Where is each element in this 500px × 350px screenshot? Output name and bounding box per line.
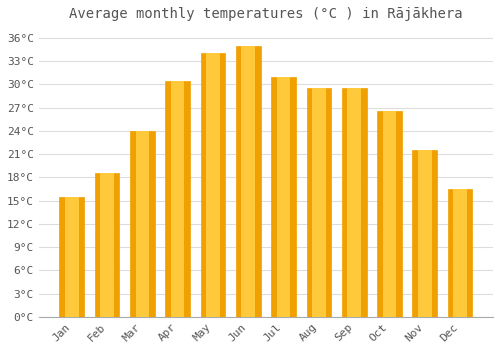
Bar (206, 54, 220, 317)
Bar (418, 150, 432, 317)
Bar (348, 88, 361, 317)
Bar (454, 189, 467, 317)
Bar (342, 88, 366, 317)
Bar (382, 112, 396, 317)
Bar (166, 80, 190, 317)
Bar (412, 150, 437, 317)
Title: Average monthly temperatures (°C ) in Rājākhera: Average monthly temperatures (°C ) in Rā… (69, 7, 462, 21)
Bar (100, 174, 114, 317)
Bar (271, 77, 296, 317)
Bar (377, 112, 402, 317)
Bar (448, 189, 472, 317)
Bar (60, 197, 84, 317)
Bar (242, 46, 255, 317)
Bar (130, 131, 155, 317)
Bar (312, 88, 326, 317)
Bar (236, 46, 260, 317)
Bar (94, 174, 120, 317)
Bar (65, 197, 78, 317)
Bar (306, 88, 331, 317)
Bar (171, 80, 184, 317)
Bar (200, 54, 226, 317)
Bar (277, 77, 290, 317)
Bar (136, 131, 149, 317)
